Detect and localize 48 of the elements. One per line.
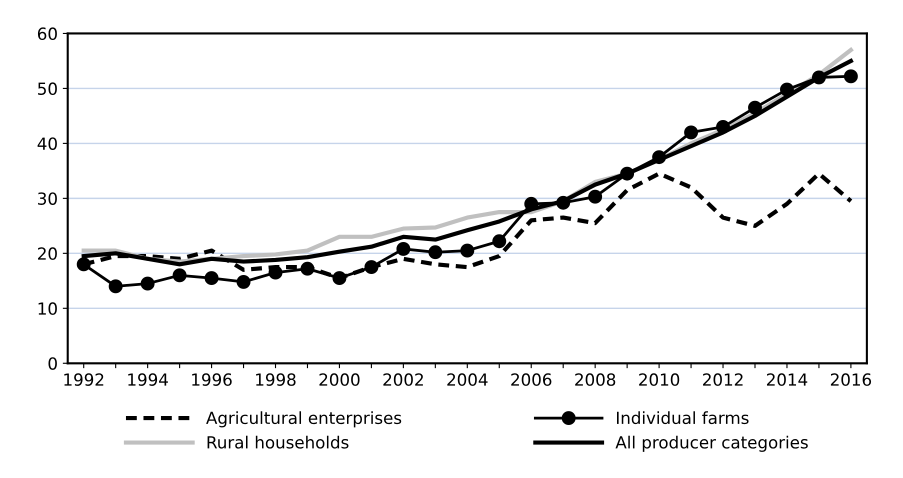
- legend-label: All producer categories: [615, 436, 808, 452]
- y-tick-label: 50: [38, 82, 57, 95]
- x-tick-label: 1998: [256, 373, 296, 386]
- x-tick-label: 2010: [639, 373, 680, 386]
- legend-label: Agricultural enterprises: [206, 411, 402, 428]
- y-tick-label: 30: [38, 192, 57, 205]
- point: [204, 271, 219, 286]
- point: [844, 69, 858, 84]
- point: [588, 190, 602, 204]
- x-tick-label: 2002: [383, 373, 423, 386]
- point: [812, 70, 826, 84]
- x-tick-label: 1994: [128, 373, 168, 386]
- x-tick-label: 2012: [703, 373, 743, 386]
- legend-label: Individual farms: [616, 411, 749, 424]
- point: [460, 244, 474, 258]
- point: [236, 274, 250, 289]
- x-tick-label: 2014: [766, 373, 808, 386]
- y-tick-label: 60: [38, 27, 57, 40]
- x-tick-label: 2004: [447, 373, 488, 386]
- point: [300, 262, 314, 276]
- point: [108, 279, 123, 294]
- point: [716, 120, 730, 134]
- x-tick-label: 2008: [575, 373, 616, 386]
- y-tick-label: 20: [38, 247, 57, 260]
- x-tick-label: 1996: [192, 373, 232, 386]
- x-tick-label: 1992: [64, 373, 104, 386]
- point: [396, 242, 410, 256]
- point: [428, 245, 442, 260]
- point: [652, 150, 666, 164]
- legend-label: Rural households: [208, 436, 348, 449]
- x-tick-label: 2016: [830, 373, 872, 386]
- y-tick-label: 40: [38, 137, 57, 150]
- point: [620, 166, 634, 181]
- point: [268, 266, 282, 280]
- x-tick-label: 2006: [511, 373, 552, 386]
- y-tick-label: 10: [38, 302, 57, 315]
- point: [332, 271, 346, 286]
- point: [748, 100, 762, 115]
- point: [172, 268, 187, 282]
- x-tick-label: 2000: [319, 373, 360, 386]
- point: [684, 125, 698, 140]
- y-tick-label: 0: [48, 357, 57, 370]
- point: [76, 257, 91, 272]
- point: [492, 234, 506, 248]
- point: [556, 196, 570, 210]
- point: [780, 82, 794, 96]
- point: [364, 260, 378, 274]
- point: [140, 276, 155, 291]
